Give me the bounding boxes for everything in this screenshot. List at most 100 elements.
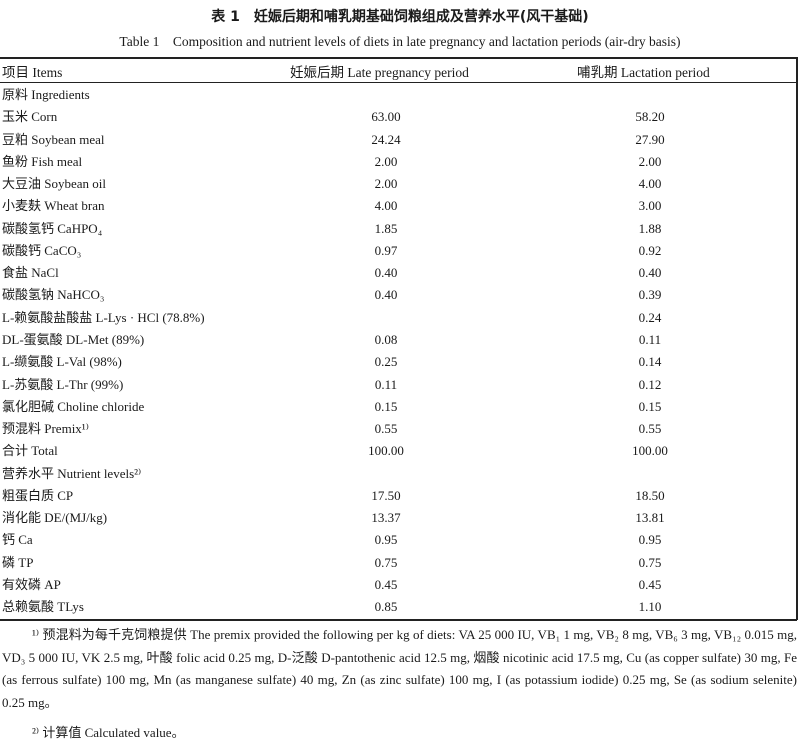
table-row: 鱼粉 Fish meal 2.00 2.00 [0,151,797,173]
lactation-value: 0.55 [638,421,662,437]
row-label: 玉米 Corn [2,109,58,125]
table-row: 食盐 NaCl 0.40 0.40 [0,262,797,284]
row-label: 鱼粉 Fish meal [2,153,83,169]
row-label: 氯化胆碱 Choline chloride [2,398,145,414]
late-pregnancy-value: 0.45 [374,576,398,592]
late-pregnancy-value: 4.00 [374,198,398,214]
table-row: 氯化胆碱 Choline chloride 0.15 0.15 [0,396,797,418]
table-row: 碳酸氢钙 CaHPO₄ 1.85 1.88 [0,218,797,240]
late-pregnancy-value: 0.55 [374,421,398,437]
late-pregnancy-value: 13.37 [371,510,401,526]
footnote-calculated: ²⁾ 计算值 Calculated value。 [32,725,185,740]
table-row: L-苏氨酸 L-Thr (99%) 0.11 0.12 [0,374,797,396]
row-label: 豆粕 Soybean meal [2,131,105,147]
header-rule [0,82,797,83]
late-pregnancy-value: 1.85 [374,220,398,236]
table-row: 碳酸钙 CaCO₃ 0.97 0.92 [0,240,797,262]
table-row: 原料 Ingredients [0,84,797,106]
lactation-value: 0.24 [638,309,662,325]
table-row: 大豆油 Soybean oil 2.00 4.00 [0,173,797,195]
row-label: 有效磷 AP [2,576,61,592]
late-pregnancy-value: 63.00 [371,109,401,125]
late-pregnancy-value: 0.15 [374,398,398,414]
row-label: L-苏氨酸 L-Thr (99%) [2,376,124,392]
row-label: 小麦麸 Wheat bran [2,198,105,214]
row-label: 钙 Ca [2,532,33,548]
lactation-value: 0.15 [638,398,662,414]
late-pregnancy-value: 17.50 [371,487,401,503]
row-label: 总赖氨酸 TLys [2,599,84,615]
bottom-rule [0,619,797,621]
late-pregnancy-value: 0.08 [374,331,398,347]
table-row: 粗蛋白质 CP 17.50 18.50 [0,485,797,507]
late-pregnancy-value: 0.40 [374,287,398,303]
late-pregnancy-value: 0.40 [374,265,398,281]
table-row: 碳酸氢钠 NaHCO₃ 0.40 0.39 [0,284,797,306]
table-row: 有效磷 AP 0.45 0.45 [0,574,797,596]
lactation-value: 2.00 [638,153,662,169]
lactation-value: 0.45 [638,576,662,592]
top-rule [0,57,797,59]
header-late-pregnancy: 妊娠后期 Late pregnancy period [290,65,469,80]
table-row: 总赖氨酸 TLys 0.85 1.10 [0,596,797,618]
header-items: 项目 Items [2,65,63,80]
lactation-value: 0.95 [638,532,662,548]
lactation-value: 3.00 [638,198,662,214]
row-label: 碳酸氢钙 CaHPO₄ [2,220,103,236]
lactation-value: 0.75 [638,554,662,570]
late-pregnancy-value: 2.00 [374,153,398,169]
row-label: 消化能 DE/(MJ/kg) [2,510,108,526]
table-title-chinese: 表 1 妊娠后期和哺乳期基础饲粮组成及营养水平(风干基础) [211,9,589,25]
right-border [796,57,798,620]
lactation-value: 0.40 [638,265,662,281]
footnotes: ¹⁾ 预混料为每千克饲粮提供 The premix provided the f… [2,624,797,745]
row-label: 营养水平 Nutrient levels²⁾ [2,465,142,481]
lactation-value: 0.92 [638,242,662,258]
lactation-value: 0.11 [638,331,662,347]
late-pregnancy-value: 0.85 [374,599,398,615]
late-pregnancy-value: 0.97 [374,242,398,258]
late-pregnancy-value: 0.11 [374,376,398,392]
table-row: L-赖氨酸盐酸盐 L-Lys · HCl (78.8%) 0.24 [0,307,797,329]
row-label: 碳酸氢钠 NaHCO₃ [2,287,105,303]
table-row: 营养水平 Nutrient levels²⁾ [0,463,797,485]
table-row: 小麦麸 Wheat bran 4.00 3.00 [0,195,797,217]
late-pregnancy-value: 100.00 [368,443,404,459]
row-label: 磷 TP [2,554,34,570]
lactation-value: 1.88 [638,220,662,236]
late-pregnancy-value: 2.00 [374,176,398,192]
row-label: 食盐 NaCl [2,265,59,281]
lactation-value: 4.00 [638,176,662,192]
late-pregnancy-value: 24.24 [371,131,401,147]
table-row: 磷 TP 0.75 0.75 [0,552,797,574]
table-row: 玉米 Corn 63.00 58.20 [0,106,797,128]
footnote-premix: ¹⁾ 预混料为每千克饲粮提供 The premix provided the f… [2,627,797,710]
lactation-value: 58.20 [635,109,665,125]
lactation-value: 0.12 [638,376,662,392]
lactation-value: 13.81 [635,510,665,526]
row-label: L-缬氨酸 L-Val (98%) [2,354,122,370]
row-label: 预混料 Premix¹⁾ [2,421,89,437]
row-label: L-赖氨酸盐酸盐 L-Lys · HCl (78.8%) [2,309,205,325]
lactation-value: 100.00 [632,443,668,459]
table-row: DL-蛋氨酸 DL-Met (89%) 0.08 0.11 [0,329,797,351]
table-row: 豆粕 Soybean meal 24.24 27.90 [0,129,797,151]
table-row: 预混料 Premix¹⁾ 0.55 0.55 [0,418,797,440]
row-label: 原料 Ingredients [2,87,90,102]
late-pregnancy-value: 0.75 [374,554,398,570]
lactation-value: 0.14 [638,354,662,370]
row-label: 粗蛋白质 CP [2,487,74,503]
late-pregnancy-value: 0.25 [374,354,398,370]
table-row: 合计 Total 100.00 100.00 [0,440,797,462]
row-label: 碳酸钙 CaCO₃ [2,242,82,258]
lactation-value: 27.90 [635,131,665,147]
lactation-value: 0.39 [638,287,662,303]
table-row: 钙 Ca 0.95 0.95 [0,529,797,551]
row-label: 大豆油 Soybean oil [2,176,106,192]
lactation-value: 18.50 [635,487,665,503]
table-title-english: Table 1 Composition and nutrient levels … [119,34,681,49]
table-row: L-缬氨酸 L-Val (98%) 0.25 0.14 [0,351,797,373]
table-row: 消化能 DE/(MJ/kg) 13.37 13.81 [0,507,797,529]
lactation-value: 1.10 [638,599,662,615]
